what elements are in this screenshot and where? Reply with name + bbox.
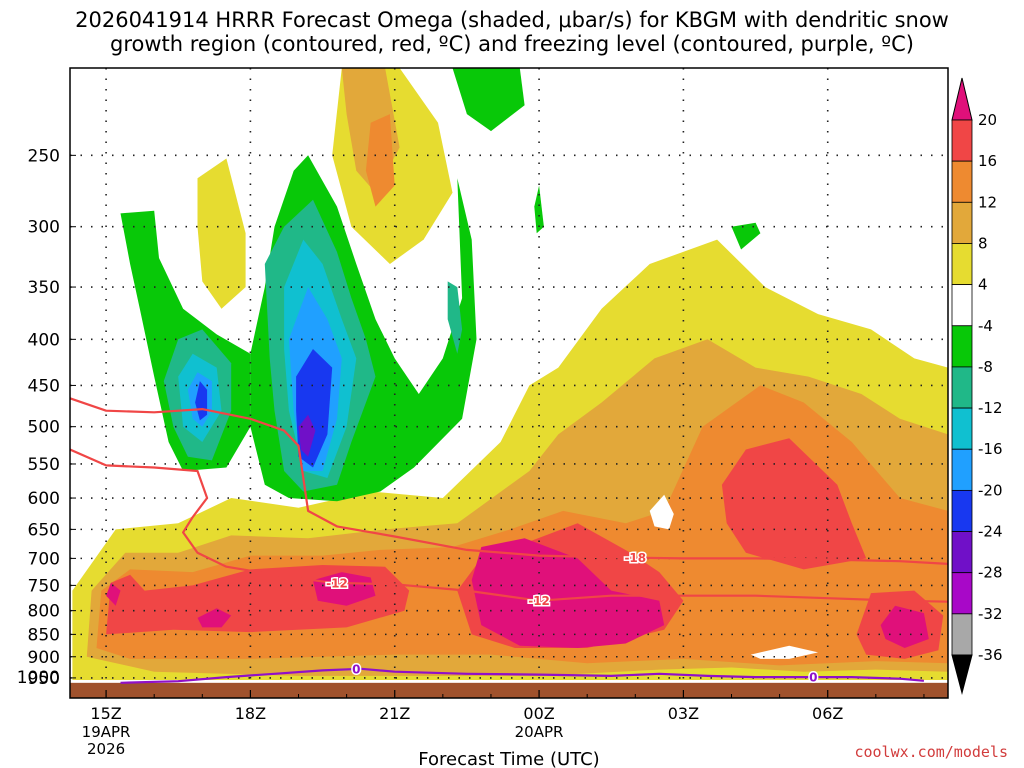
y-tick-label-750: 750 — [28, 576, 60, 596]
x-tick-label-00Z: 00Z — [523, 704, 554, 723]
colorbar-label-4: 4 — [978, 276, 988, 294]
colorbar-label--28: -28 — [978, 564, 1003, 582]
omega-region-magenta-core-main — [471, 538, 665, 648]
colorbar-label--4: -4 — [978, 317, 993, 335]
y-tick-label-1000: 1000 — [17, 668, 60, 688]
colorbar-label--32: -32 — [978, 605, 1003, 623]
freezing-level-contour: 00 — [120, 661, 924, 686]
colorbar-label--24: -24 — [978, 523, 1003, 541]
terrain-layer — [70, 682, 948, 698]
omega-region-green-small-1 — [534, 185, 544, 234]
colorbar-bin--4-to-4 — [951, 284, 973, 327]
omega-region-teal-east — [447, 281, 463, 354]
omega-region-small-yellow-blob — [197, 158, 246, 309]
omega-region-purple-core — [298, 414, 316, 457]
y-tick-label-850: 850 — [28, 625, 60, 645]
x-tick-sublabel-15Z-0: 19APR — [82, 723, 131, 741]
x-tick-label-18Z: 18Z — [235, 704, 266, 723]
colorbar-label-8: 8 — [978, 234, 988, 252]
colorbar-bin-4-to-8 — [951, 243, 973, 286]
omega-region-orange-core — [365, 114, 395, 207]
y-axis: 250 300 350 400 450 500 550 600 650 700 750 800 850 9… — [17, 146, 76, 699]
colorbar-label--12: -12 — [978, 399, 1003, 417]
dgz-contour-line-1 — [70, 448, 948, 603]
y-tick-label-800: 800 — [28, 602, 60, 622]
y-tick-label-500: 500 — [28, 418, 60, 438]
omega-region-magenta-core-2 — [197, 608, 232, 628]
omega-region-white-gap-1 — [649, 494, 674, 530]
dgz-contour-label-2: -12 — [528, 594, 550, 608]
omega-region-magenta-core-3 — [313, 572, 376, 606]
colorbar-bin--20-to--16 — [951, 448, 973, 491]
x-tick-label-15Z: 15Z — [90, 704, 121, 723]
dgz-contours: -18 -12 -12 — [70, 397, 948, 610]
x-tick-sublabel-00Z-0: 20APR — [515, 723, 564, 741]
y-tick-label-450: 450 — [28, 376, 60, 396]
colorbar-bin--16-to--12 — [951, 407, 973, 450]
y-tick-label-650: 650 — [28, 520, 60, 540]
colorbar-bin--12-to--8 — [951, 366, 973, 409]
colorbar-bin--24-to--20 — [951, 489, 973, 532]
dgz-contour-label-0: -18 — [624, 551, 646, 565]
colorbar-bin--28-to--24 — [951, 531, 973, 574]
freezing-level-label-1: 0 — [809, 671, 817, 685]
omega-region-white-gap-2 — [750, 645, 819, 659]
dgz-contour-label-1: -12 — [326, 576, 348, 590]
colorbar-bin--36-to--32 — [951, 613, 973, 656]
dgz-contour-line-0 — [70, 397, 948, 565]
chart-title-line-2: growth region (contoured, red, ºC) and f… — [110, 32, 914, 56]
x-tick-sublabel-15Z-1: 2026 — [87, 740, 125, 758]
y-tick-label-350: 350 — [28, 278, 60, 298]
colorbar-bin-bottom-arrow — [951, 654, 973, 695]
y-tick-label-600: 600 — [28, 489, 60, 509]
colorbar-label--8: -8 — [978, 358, 993, 376]
colorbar-bin-top-arrow — [951, 77, 973, 121]
chart-title-line-1: 2026041914 HRRR Forecast Omega (shaded, … — [75, 8, 949, 32]
omega-region-red-northeast-blob — [721, 438, 867, 570]
omega-region-magenta-core-east — [880, 605, 929, 648]
plot-frame — [69, 67, 949, 699]
x-tick-label-06Z: 06Z — [812, 704, 843, 723]
colorbar-label--36: -36 — [978, 646, 1003, 664]
colorbar-bin-16-to-20 — [951, 119, 973, 162]
colorbar-label-16: 16 — [978, 152, 997, 170]
x-tick-label-21Z: 21Z — [379, 704, 410, 723]
omega-region-green-north-blob — [452, 68, 525, 132]
freezing-level-line — [120, 667, 924, 684]
y-tick-label-700: 700 — [28, 549, 60, 569]
omega-region-green-small-2 — [731, 222, 761, 250]
site-credit: coolwx.com/models — [854, 743, 1008, 761]
y-tick-label-300: 300 — [28, 218, 60, 238]
colorbar-bin-12-to-16 — [951, 160, 973, 203]
colorbar-bin--32-to--28 — [951, 572, 973, 615]
freezing-level-label-0: 0 — [352, 662, 360, 676]
colorbar: 20 16 12 8 4 -4 -8 -12 -16 -20 -24 -28 -32 -36 — [951, 77, 1003, 695]
colorbar-bin--8-to--4 — [951, 325, 973, 368]
y-tick-label-550: 550 — [28, 455, 60, 475]
terrain-block — [70, 682, 948, 698]
y-tick-label-950: 950 — [28, 669, 60, 689]
y-tick-label-900: 900 — [28, 648, 60, 668]
y-tick-label-250: 250 — [28, 146, 60, 166]
colorbar-bin-8-to-12 — [951, 201, 973, 244]
colorbar-label--20: -20 — [978, 481, 1003, 499]
omega-shading — [72, 68, 948, 680]
colorbar-label-20: 20 — [978, 111, 997, 129]
omega-region-magenta-core-1 — [106, 582, 121, 606]
colorbar-label-12: 12 — [978, 193, 997, 211]
colorbar-label--16: -16 — [978, 440, 1003, 458]
x-tick-label-03Z: 03Z — [668, 704, 699, 723]
x-axis-label: Forecast Time (UTC) — [418, 749, 599, 768]
y-tick-label-400: 400 — [28, 330, 60, 350]
